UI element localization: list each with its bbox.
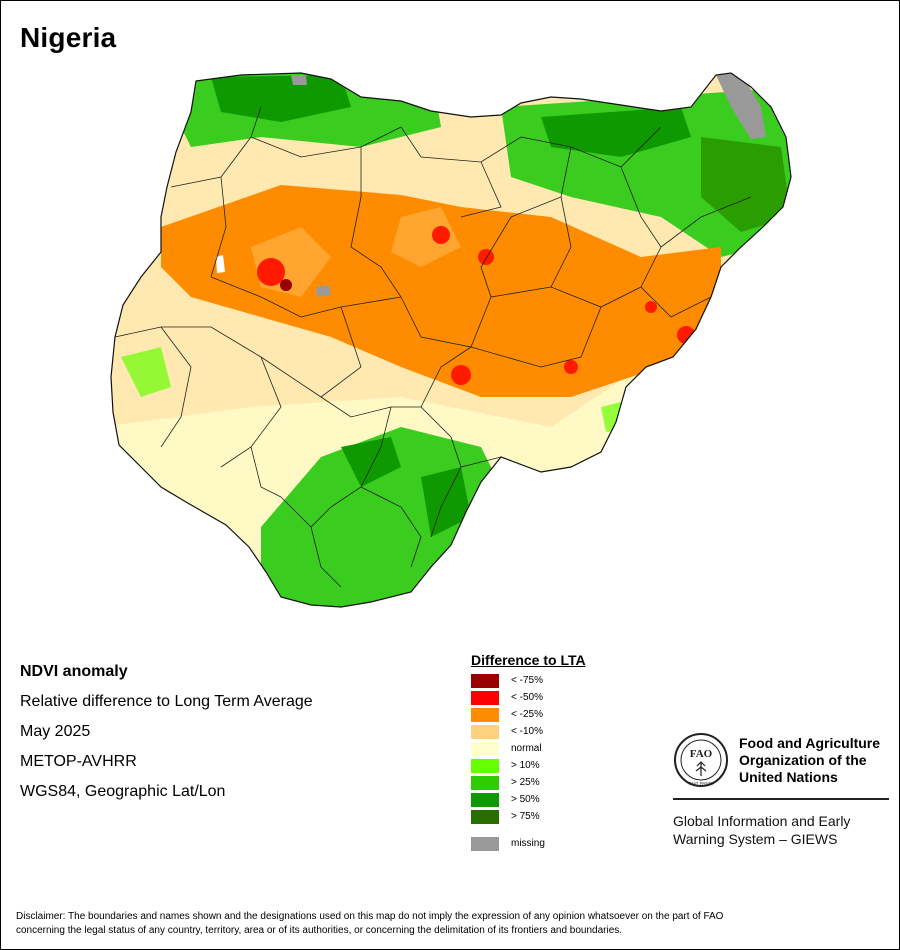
- sensor-label: METOP-AVHRR: [20, 753, 137, 770]
- legend-label: > 75%: [511, 811, 540, 822]
- fao-logo-letters: FAO: [690, 748, 713, 760]
- legend-label: > 25%: [511, 777, 540, 788]
- legend-label: normal: [511, 743, 542, 754]
- org-name: Food and Agriculture Organization of the…: [739, 735, 880, 786]
- legend-swatch: [471, 690, 499, 705]
- legend-swatch: [471, 809, 499, 824]
- map-area: [101, 67, 801, 615]
- legend-label: < -75%: [511, 675, 543, 686]
- legend-item: > 10%: [471, 757, 586, 774]
- fao-logo-motto: FIAT PANIS: [689, 781, 713, 786]
- legend-swatch: [471, 758, 499, 773]
- giews-label: Global Information and Early Warning Sys…: [673, 812, 889, 848]
- legend-title: Difference to LTA: [471, 652, 586, 668]
- legend-label: > 50%: [511, 794, 540, 805]
- product-description: Relative difference to Long Term Average: [20, 693, 313, 710]
- legend-swatch: [471, 836, 499, 851]
- period-label: May 2025: [20, 723, 91, 740]
- legend-item: < -50%: [471, 689, 586, 706]
- product-name: NDVI anomaly: [20, 663, 128, 680]
- legend-item: > 75%: [471, 808, 586, 825]
- disclaimer-line1: Disclaimer: The boundaries and names sho…: [16, 911, 724, 922]
- legend-swatch: [471, 775, 499, 790]
- legend-label: < -25%: [511, 709, 543, 720]
- legend-item: < -10%: [471, 723, 586, 740]
- fao-logo-icon: FAO FIAT PANIS: [674, 733, 728, 787]
- map-title: Nigeria: [20, 22, 117, 53]
- fao-branding: FAO FIAT PANIS Food and Agriculture Orga…: [673, 732, 889, 848]
- org-name-line1: Food and Agriculture: [739, 734, 881, 751]
- legend-label: missing: [511, 838, 545, 849]
- disclaimer-line2: concerning the legal status of any count…: [16, 925, 623, 936]
- legend: Difference to LTA < -75% < -50% < -25% <…: [471, 652, 586, 852]
- divider: [673, 798, 889, 800]
- legend-swatch: [471, 724, 499, 739]
- legend-item: < -75%: [471, 672, 586, 689]
- projection-label: WGS84, Geographic Lat/Lon: [20, 783, 226, 800]
- legend-swatch: [471, 741, 499, 756]
- legend-label: < -10%: [511, 726, 543, 737]
- org-name-line2: Organization of the: [739, 751, 867, 768]
- org-name-line3: United Nations: [739, 768, 838, 785]
- nigeria-ndvi-map: [110, 72, 792, 608]
- legend-item-missing: missing: [471, 835, 586, 852]
- legend-swatch: [471, 792, 499, 807]
- legend-item: > 25%: [471, 774, 586, 791]
- legend-swatch: [471, 707, 499, 722]
- map-info: NDVI anomaly Relative difference to Long…: [20, 657, 313, 807]
- giews-line1: Global Information and Early: [673, 813, 851, 829]
- legend-item: normal: [471, 740, 586, 757]
- giews-line2: Warning System – GIEWS: [673, 831, 838, 847]
- legend-label: < -50%: [511, 692, 543, 703]
- legend-item: < -25%: [471, 706, 586, 723]
- disclaimer: Disclaimer: The boundaries and names sho…: [16, 910, 886, 938]
- legend-swatch: [471, 673, 499, 688]
- legend-label: > 10%: [511, 760, 540, 771]
- legend-item: > 50%: [471, 791, 586, 808]
